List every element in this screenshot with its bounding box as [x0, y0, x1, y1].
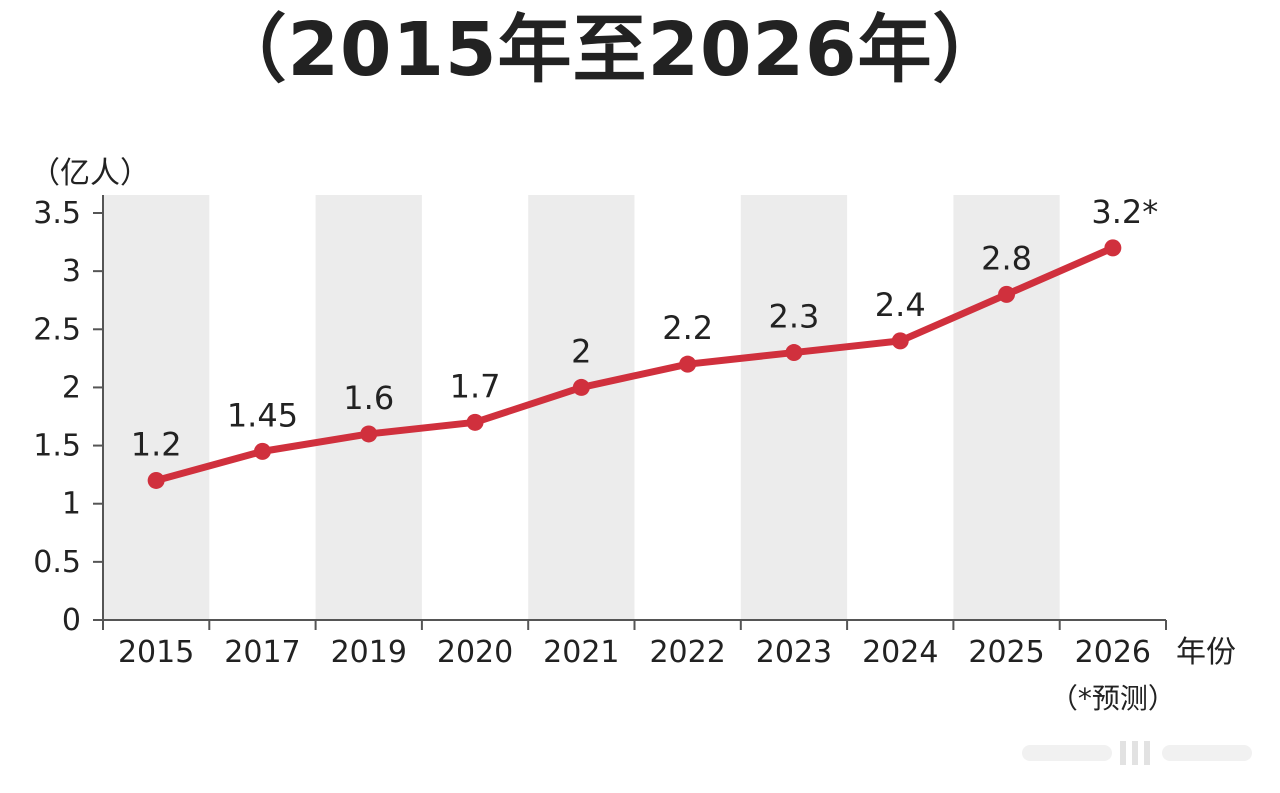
data-label: 2.2 [662, 309, 713, 347]
y-tick-label: 2 [62, 370, 81, 405]
column-band [315, 195, 422, 620]
data-point [891, 332, 909, 350]
data-point [1104, 239, 1122, 257]
x-tick-label: 2017 [224, 635, 300, 670]
series-line-path [152, 244, 1117, 484]
data-label: 2 [571, 332, 591, 370]
x-tick-label: 2022 [649, 635, 725, 670]
x-tick-label: 2020 [437, 635, 513, 670]
data-label: 3.2* [1091, 193, 1158, 231]
y-axis-label: （亿人） [30, 156, 150, 191]
data-label: 1.2 [131, 425, 182, 463]
data-label: 2.4 [875, 286, 926, 324]
y-tick-label: 0.5 [33, 545, 81, 580]
data-point [253, 442, 271, 460]
column-bands [103, 195, 1060, 620]
forecast-note: （*预测） [1050, 682, 1176, 715]
y-tick-label: 1.5 [33, 429, 81, 464]
y-tick-label: 2.5 [33, 312, 81, 347]
x-tick-label: 2025 [968, 635, 1044, 670]
data-point [679, 355, 697, 373]
y-tick-label: 1 [62, 487, 81, 522]
column-band [103, 195, 210, 620]
x-tick-label: 2026 [1075, 635, 1151, 670]
watermark-bars-icon [1022, 741, 1252, 765]
chart-title: （2015年至2026年） [212, 7, 1008, 93]
data-point [147, 471, 165, 489]
data-point [466, 413, 484, 431]
data-label: 2.8 [981, 239, 1032, 277]
x-tick-label: 2024 [862, 635, 938, 670]
data-label: 1.45 [227, 396, 298, 434]
data-point [360, 425, 378, 443]
column-band [528, 195, 635, 620]
x-tick-label: 2021 [543, 635, 619, 670]
series-line: 1.2 1.45 1.6 1.7 2 2.2 2.3 2.4 2.8 3.2* [131, 193, 1158, 489]
y-tick-label: 0 [62, 603, 81, 638]
data-point [785, 344, 803, 362]
data-label: 2.3 [769, 298, 820, 336]
x-axis-label: 年份 [1176, 635, 1236, 670]
data-point [998, 285, 1016, 303]
column-band [740, 195, 848, 620]
data-label: 1.7 [450, 367, 501, 405]
y-axis-ticks: 0 0.5 1 1.5 2 2.5 3 3.5 [33, 196, 103, 638]
y-tick-label: 3 [62, 254, 81, 289]
column-band [953, 195, 1060, 620]
data-label: 1.6 [343, 379, 394, 417]
x-tick-label: 2019 [331, 635, 407, 670]
x-tick-label: 2023 [756, 635, 832, 670]
y-tick-label: 3.5 [33, 196, 81, 231]
data-point [572, 378, 590, 396]
x-axis-ticks: 2015 2017 2019 2020 2021 2022 2023 2024 2025 2026 [102, 620, 1167, 670]
x-tick-label: 2015 [118, 635, 194, 670]
